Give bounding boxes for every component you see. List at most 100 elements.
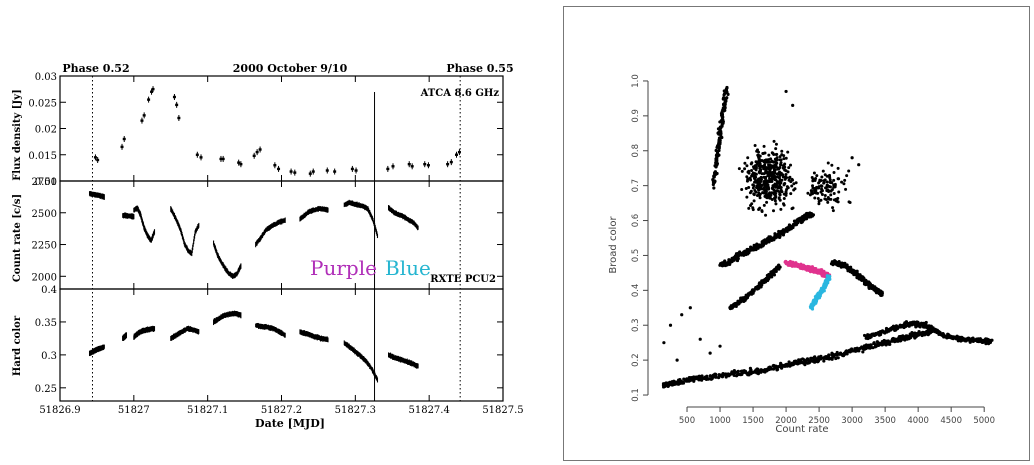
data-point: [756, 177, 760, 181]
y-tick-label-group: 0.8: [631, 144, 641, 158]
data-point: [782, 203, 786, 207]
data-point: [333, 170, 337, 173]
data-point: [753, 188, 757, 192]
data-point: [828, 189, 832, 193]
data-point: [776, 167, 780, 171]
data-point: [784, 193, 788, 197]
data-point: [771, 209, 775, 213]
data-point: [855, 269, 859, 273]
data-point: [779, 163, 783, 167]
data-point: [817, 181, 821, 185]
y-tick-label: 1.0: [631, 74, 641, 88]
y-tick-label-group: 0.2: [631, 353, 641, 367]
data-point: [723, 102, 727, 106]
data-point: [768, 235, 772, 239]
data-point: [778, 192, 782, 196]
data-point: [819, 198, 823, 202]
data-point: [840, 180, 844, 184]
x-tick-label: 500: [679, 416, 695, 426]
data-point: [820, 175, 824, 179]
data-point: [454, 153, 458, 156]
phase-label-end: Phase 0.55: [446, 62, 513, 75]
data-point: [814, 176, 818, 180]
y-tick-label: 0.02: [35, 125, 57, 136]
data-point: [311, 170, 315, 173]
data-point: [826, 188, 830, 192]
data-point: [757, 188, 761, 192]
data-point: [807, 212, 811, 216]
data-point: [745, 164, 749, 168]
light-curve-figure: 0.01 0.015 0.02 0.025 0.03 2000 2250 2500 2750 0.…: [12, 62, 524, 430]
data-point: [705, 374, 709, 378]
data-point: [825, 174, 829, 178]
data-point: [221, 157, 225, 161]
data-point: [774, 164, 778, 168]
data-point: [774, 194, 778, 198]
data-point: [767, 163, 771, 167]
data-point: [880, 293, 884, 297]
data-point: [811, 186, 815, 190]
region-label-purple: Purple: [310, 256, 377, 280]
data-point: [142, 114, 146, 117]
data-point: [819, 184, 823, 188]
data-point: [354, 169, 358, 172]
data-point: [780, 363, 784, 367]
annotation-atca: ATCA 8.6 GHz: [420, 88, 500, 99]
y-tick-label-group: 1.0: [631, 74, 641, 88]
data-point: [692, 379, 696, 383]
data-point: [931, 326, 935, 330]
data-point: [761, 191, 765, 195]
data-point: [736, 369, 740, 373]
x-tick-label: 5000: [973, 416, 995, 426]
data-point: [790, 184, 794, 188]
data-point: [760, 210, 764, 214]
annotation-rxte: RXTE PCU2: [430, 274, 496, 285]
data-point: [720, 135, 724, 140]
data-point: [768, 237, 773, 241]
data-point: [762, 185, 766, 189]
data-point: [140, 119, 144, 122]
data-point: [842, 182, 846, 186]
data-point: [732, 373, 736, 377]
data-point: [820, 193, 824, 197]
data-point: [706, 377, 710, 381]
y-tick-label-group: 0.4: [631, 284, 641, 298]
data-point: [757, 159, 761, 163]
x-tick-label: 51827: [118, 405, 150, 416]
data-point: [836, 166, 840, 170]
data-point: [761, 151, 765, 155]
data-point: [774, 161, 778, 165]
data-point: [784, 173, 788, 177]
data-point: [779, 158, 783, 162]
data-point: [747, 206, 751, 210]
data-point: [778, 173, 782, 177]
data-point: [786, 170, 790, 174]
data-point: [743, 161, 747, 165]
data-point: [752, 193, 756, 197]
data-point: [151, 87, 155, 91]
data-point: [771, 187, 775, 191]
x-tick-label: 51827.1: [187, 405, 228, 416]
data-point: [844, 187, 848, 191]
data-point: [884, 341, 888, 345]
data-point: [780, 153, 784, 157]
data-point: [834, 356, 838, 361]
data-point: [771, 160, 775, 164]
data-point: [827, 357, 831, 361]
svg-text:Hard color: Hard color: [12, 315, 23, 376]
data-point: [780, 149, 784, 153]
color-intensity-figure: 500 1000 1500 2000 2500 3000 3500 4000 4500 5000 0…: [608, 74, 995, 435]
x-tick-label: 3000: [841, 416, 863, 426]
data-point: [785, 228, 789, 233]
color-intensity-figure-frame: 500 1000 1500 2000 2500 3000 3500 4000 4500 5000 0…: [563, 6, 1030, 461]
data-point: [779, 185, 783, 189]
data-point: [783, 177, 787, 181]
data-point: [831, 206, 835, 210]
data-point: [791, 178, 795, 182]
data-point: [426, 164, 430, 167]
data-point: [765, 179, 769, 183]
data-point: [740, 169, 744, 173]
data-point: [824, 186, 828, 190]
data-point: [742, 253, 746, 257]
data-point: [774, 202, 778, 206]
